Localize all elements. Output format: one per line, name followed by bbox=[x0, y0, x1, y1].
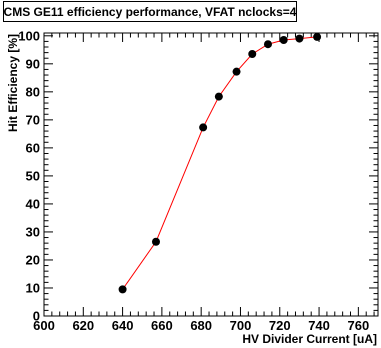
chart-title: CMS GE11 efficiency performance, VFAT nc… bbox=[3, 1, 297, 22]
x-tick-label: 700 bbox=[230, 318, 252, 333]
y-tick-label: 50 bbox=[26, 168, 40, 183]
data-point bbox=[199, 123, 208, 132]
x-tick-label: 740 bbox=[308, 318, 330, 333]
y-tick-label: 20 bbox=[26, 252, 40, 267]
data-point bbox=[248, 50, 257, 59]
series-line bbox=[122, 36, 318, 290]
data-points-layer bbox=[118, 32, 322, 294]
data-point bbox=[151, 237, 160, 246]
series-line-layer bbox=[122, 36, 318, 290]
x-tick-label: 760 bbox=[348, 318, 370, 333]
y-axis-label: Hit Efficiency [%] bbox=[6, 34, 20, 132]
data-point bbox=[279, 36, 288, 45]
y-tick-label: 10 bbox=[26, 280, 40, 295]
y-tick-label: 60 bbox=[26, 140, 40, 155]
data-point bbox=[263, 40, 272, 49]
y-tick-label: 30 bbox=[26, 224, 40, 239]
x-tick-label: 620 bbox=[72, 318, 94, 333]
axes: 0 10 20 30 40 50 60 70 80 90 100 600 620 640 660 680 700… bbox=[18, 28, 379, 333]
y-tick-label: 80 bbox=[26, 84, 40, 99]
x-tick-label: 660 bbox=[151, 318, 173, 333]
data-point bbox=[214, 92, 223, 101]
data-point bbox=[313, 32, 322, 41]
plot-frame bbox=[43, 32, 379, 317]
x-tick-label: 640 bbox=[112, 318, 134, 333]
y-tick-label: 0 bbox=[33, 309, 40, 324]
data-point bbox=[232, 67, 241, 76]
x-tick-label: 680 bbox=[190, 318, 212, 333]
y-tick-label: 100 bbox=[18, 28, 40, 43]
x-axis-label: HV Divider Current [uA] bbox=[242, 332, 377, 346]
x-tick-label: 600 bbox=[33, 318, 55, 333]
y-tick-label: 90 bbox=[26, 56, 40, 71]
x-tick-label: 720 bbox=[269, 318, 291, 333]
y-tick-label: 40 bbox=[26, 196, 40, 211]
data-point bbox=[118, 285, 127, 294]
data-point bbox=[295, 34, 304, 43]
y-tick-label: 70 bbox=[26, 112, 40, 127]
